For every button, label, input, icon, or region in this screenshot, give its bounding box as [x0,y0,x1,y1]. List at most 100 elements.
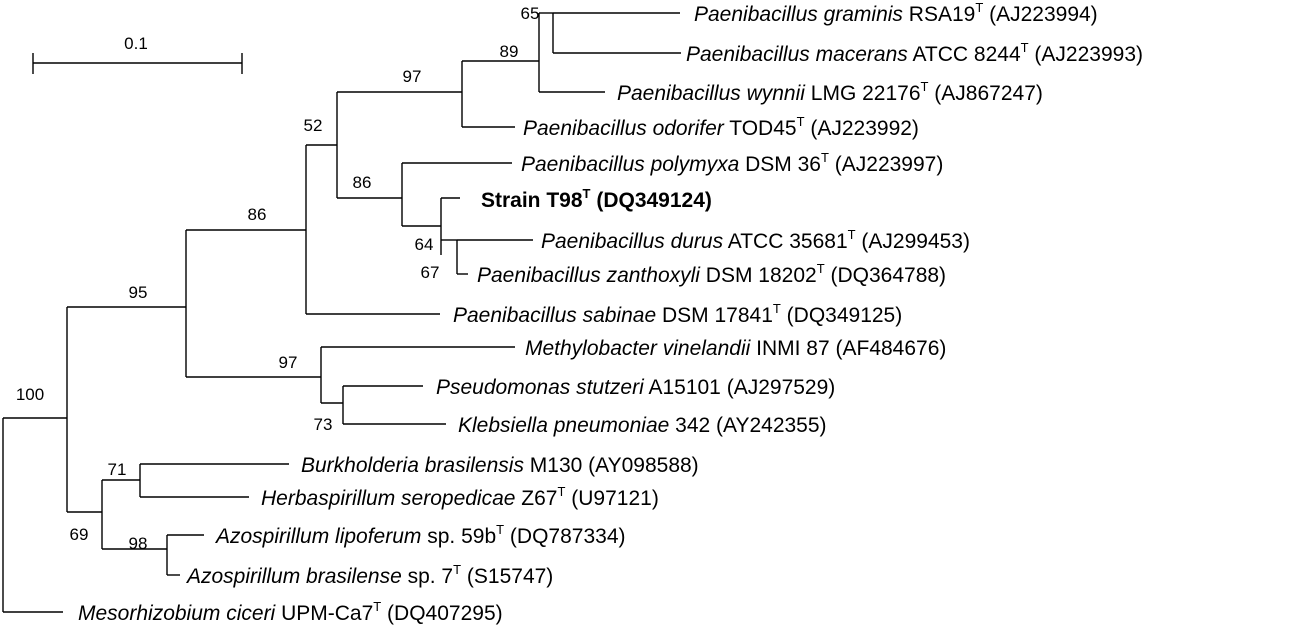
taxon-accession: (AF484676) [830,337,947,360]
bootstrap-value: 52 [304,116,323,135]
taxon-label: Paenibacillus odorifer TOD45T (AJ223992) [523,114,919,140]
taxon-label: Azospirillum brasilense sp. 7T (S15747) [185,562,553,588]
bootstrap-value: 71 [108,460,127,479]
taxon-label: Herbaspirillum seropedicae Z67T (U97121) [261,484,659,510]
taxon-accession: (AJ223997) [829,153,943,176]
type-strain-mark: T [975,0,983,15]
taxon-strain: DSM 17841 [656,304,773,327]
taxon-accession: (S15747) [461,565,553,588]
bootstrap-value: 64 [415,235,434,254]
taxon-species: Mesorhizobium ciceri [78,602,277,625]
bootstrap-value: 89 [500,42,519,61]
taxon-species: Paenibacillus sabinae [453,304,656,327]
type-strain-mark: T [557,484,565,499]
taxon-strain: 342 [669,414,710,437]
taxon-labels: Paenibacillus graminis RSA19T (AJ223994)… [78,0,1143,625]
taxon-label: Paenibacillus graminis RSA19T (AJ223994) [694,0,1098,26]
taxon-accession: (AY242355) [710,414,826,437]
taxon-species: Paenibacillus odorifer [523,117,725,140]
taxon-accession: (DQ787334) [504,525,625,548]
taxon-strain: ATCC 35681 [723,230,848,253]
type-strain-mark: T [848,227,856,242]
taxon-strain: M130 [524,454,582,477]
taxon-strain: ATCC 8244 [908,43,1021,66]
taxon-label: Paenibacillus zanthoxyli DSM 18202T (DQ3… [477,261,946,287]
taxon-strain: sp. 7 [402,565,453,588]
bootstrap-value: 86 [353,173,372,192]
type-strain-mark: T [797,114,805,129]
taxon-accession: (DQ349124) [591,189,712,212]
taxon-strain: DSM 18202 [700,264,817,287]
taxon-label: Paenibacillus durus ATCC 35681T (AJ29945… [541,227,970,253]
bootstrap-value: 98 [129,534,148,553]
taxon-accession: (AJ297529) [721,376,835,399]
type-strain-mark: T [496,522,504,537]
taxon-strain: INMI 87 [750,337,829,360]
scale-bar-label: 0.1 [124,34,148,53]
type-strain-mark: T [1021,40,1029,55]
taxon-strain: sp. 59b [421,525,496,548]
taxon-species: Paenibacillus graminis [694,3,903,26]
taxon-label: Klebsiella pneumoniae 342 (AY242355) [458,414,827,437]
taxon-species: Paenibacillus zanthoxyli [477,264,701,287]
taxon-label: Strain T98T (DQ349124) [481,186,712,212]
bootstrap-value: 97 [403,67,422,86]
taxon-species: Klebsiella pneumoniae [458,414,669,437]
taxon-species: Paenibacillus macerans [686,43,908,66]
taxon-accession: (AJ867247) [928,82,1042,105]
type-strain-mark: T [453,562,461,577]
taxon-strain: TOD45 [724,117,797,140]
bootstrap-value: 69 [70,525,89,544]
taxon-strain: Z67 [515,487,557,510]
taxon-accession: (DQ407295) [381,602,502,625]
taxon-species: Herbaspirillum seropedicae [261,487,515,510]
type-strain-mark: T [583,186,591,201]
taxon-label: Paenibacillus sabinae DSM 17841T (DQ3491… [453,301,902,327]
taxon-strain: RSA19 [903,3,975,26]
type-strain-mark: T [821,150,829,165]
taxon-label: Paenibacillus polymyxa DSM 36T (AJ223997… [521,150,943,176]
bootstrap-value: 100 [16,385,44,404]
taxon-species: Pseudomonas stutzeri [436,376,645,399]
taxon-accession: (AJ299453) [856,230,970,253]
type-strain-mark: T [773,301,781,316]
taxon-accession: (AJ223994) [983,3,1097,26]
taxon-accession: (AJ223993) [1029,43,1143,66]
taxon-accession: (DQ349125) [781,304,902,327]
taxon-accession: (AJ223992) [805,117,919,140]
type-strain-mark: T [817,261,825,276]
taxon-species: Methylobacter vinelandii [525,337,752,360]
taxon-species: Azospirillum lipoferum [214,525,421,548]
taxon-species: Paenibacillus polymyxa [521,153,739,176]
bootstrap-value: 95 [129,283,148,302]
taxon-species: Burkholderia brasilensis [301,454,524,477]
taxon-species: Paenibacillus durus [541,230,724,253]
taxon-species: Azospirillum brasilense [185,565,402,588]
taxon-label: Paenibacillus macerans ATCC 8244T (AJ223… [686,40,1143,66]
taxon-accession: (AY098588) [582,454,698,477]
taxon-label: Burkholderia brasilensis M130 (AY098588) [301,454,699,477]
bootstrap-value: 86 [248,205,267,224]
taxon-label: Azospirillum lipoferum sp. 59bT (DQ78733… [214,522,626,548]
taxon-accession: (U97121) [565,487,658,510]
taxon-species: Strain T98 [481,189,583,212]
taxon-accession: (DQ364788) [825,264,946,287]
bootstrap-value: 65 [521,4,540,23]
scale-bar: 0.1 [32,34,243,74]
taxon-label: Mesorhizobium ciceri UPM-Ca7T (DQ407295) [78,599,503,625]
taxon-label: Paenibacillus wynnii LMG 22176T (AJ86724… [617,79,1043,105]
taxon-species: Paenibacillus wynnii [617,82,806,105]
taxon-strain: UPM-Ca7 [275,602,373,625]
tree-branches [2,12,681,613]
taxon-strain: DSM 36 [739,153,821,176]
taxon-label: Methylobacter vinelandii INMI 87 (AF4846… [525,337,946,360]
taxon-strain: LMG 22176 [805,82,921,105]
bootstrap-value: 73 [314,415,333,434]
taxon-label: Pseudomonas stutzeri A15101 (AJ297529) [436,376,835,399]
type-strain-mark: T [373,599,381,614]
bootstrap-value: 97 [279,353,298,372]
bootstrap-value: 67 [421,263,440,282]
taxon-strain: A15101 [644,376,721,399]
